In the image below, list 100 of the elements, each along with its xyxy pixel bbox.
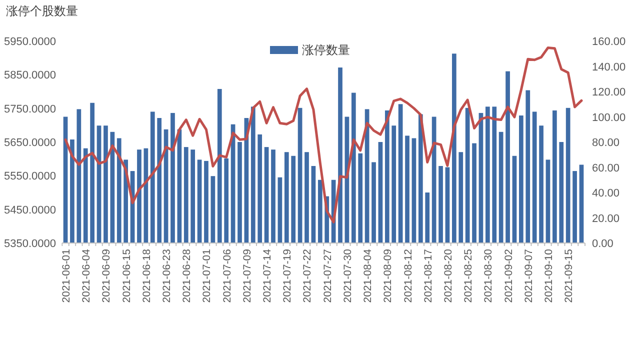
x-tick-label: 2021-06-01 [60,248,73,303]
x-tick-label: 2021-06-28 [181,248,194,303]
bar [190,150,196,243]
y2-tick-label: 160.00 [592,36,626,48]
x-tick-label: 2021-08-30 [482,248,495,303]
x-tick-label: 2021-07-14 [262,248,274,303]
bar [76,109,82,243]
x-tick-label: 2021-06-18 [140,248,153,303]
bar [485,106,490,243]
x-tick-label: 2021-06-09 [100,248,113,303]
y-tick-label: 5650.0000 [4,137,56,149]
bar [250,106,256,243]
bar [566,108,570,243]
bar [210,176,216,243]
line-series [64,46,583,224]
bar [271,150,276,243]
x-tick-label: 2021-09-07 [522,248,535,303]
x-tick-label: 2021-06-15 [120,248,133,303]
y-tick-label: 5950.0000 [4,36,56,48]
bar [492,106,497,243]
bar [372,162,376,243]
bar [157,118,162,243]
x-tick-label: 2021-09-15 [563,248,576,303]
bar [546,160,550,243]
x-tick-label: 2021-08-04 [362,248,374,303]
bar [526,90,530,243]
x-tick-label: 2021-09-10 [542,248,555,303]
bar [304,152,309,243]
bar [204,160,208,243]
bar [170,112,175,243]
bar [184,147,188,243]
y2-tick-label: 100.00 [592,112,626,124]
x-tick-label: 2021-07-22 [302,248,314,303]
bar [539,126,544,243]
x-tick-label: 2021-08-20 [442,248,454,303]
bar [418,114,423,243]
x-tick-label: 2021-08-17 [422,248,434,303]
x-tick-label: 2021-08-25 [462,248,475,303]
x-tick-label: 2021-07-30 [342,248,354,303]
bar [378,142,383,243]
y2-tick-label: 20.00 [592,212,620,225]
bar [116,138,122,243]
bar [559,142,564,243]
bar [258,134,262,243]
y2-tick-label: 80.00 [592,137,620,149]
bar [90,102,94,243]
bar [197,160,202,243]
y-tick-label: 5450.0000 [4,204,56,216]
x-tick-label: 2021-07-19 [282,248,294,303]
bar [318,180,322,243]
bar [384,110,390,243]
bar [425,192,430,243]
bar [398,104,403,243]
bar [238,142,242,243]
bar [150,112,155,243]
bar [412,138,416,243]
bar [392,126,396,243]
bar [70,139,74,243]
bar [472,143,476,243]
bar [278,177,282,243]
x-tick-label: 2021-07-09 [241,248,254,303]
bar [465,108,470,243]
bar [104,126,108,243]
x-tick-label: 2021-08-09 [382,248,394,303]
bar [572,171,577,243]
bar [217,88,222,243]
bar [311,166,316,243]
bar [298,108,302,243]
bar [358,153,363,243]
bar [405,136,410,243]
bar [83,148,88,243]
bar [452,54,456,243]
bar [512,156,517,243]
bar [506,71,510,243]
x-tick-label: 2021-09-02 [502,248,515,303]
y2-tick-label: 120.00 [592,86,626,98]
bar [445,167,450,243]
bar [338,68,342,243]
y2-tick-label: 140.00 [592,61,626,74]
bar [438,166,443,243]
bar [498,132,504,243]
x-tick-label: 2021-08-12 [402,248,414,303]
y-tick-label: 5350.0000 [4,238,56,250]
y2-tick-label: 60.00 [592,162,620,174]
bar [579,164,584,243]
bar [264,147,269,243]
bar [284,152,289,243]
bar [458,152,464,243]
y-tick-label: 5550.0000 [4,170,56,183]
x-tick-label: 2021-06-23 [161,248,174,303]
bar [532,112,537,243]
y-tick-label: 5850.0000 [4,70,56,82]
bar [552,110,557,243]
x-tick-label: 2021-07-27 [322,248,334,303]
bar [518,115,524,243]
legend-label: 涨停数量 [302,43,350,57]
bar [110,132,115,243]
bar [137,150,142,243]
x-tick-label: 2021-07-06 [221,248,234,303]
bar [351,92,356,243]
